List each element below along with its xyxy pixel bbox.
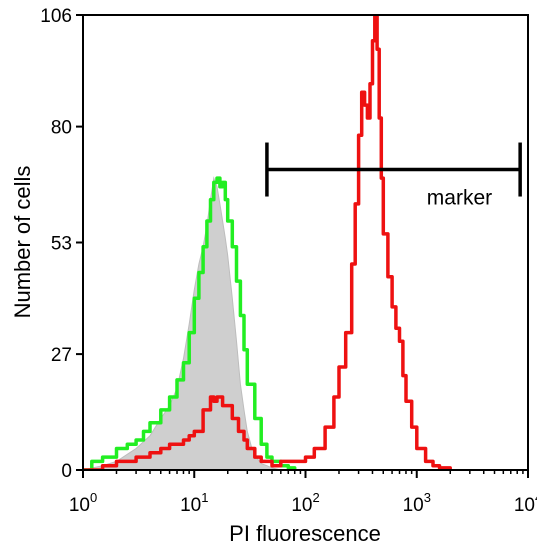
y-tick-label: 53 (51, 234, 72, 255)
range-marker: marker (265, 142, 522, 210)
y-tick-label: 106 (40, 6, 72, 27)
y-tick-label: 80 (51, 118, 72, 139)
x-axis-title: PI fluorescence (229, 521, 381, 546)
marker-label: marker (427, 187, 492, 210)
y-tick-label: 0 (61, 461, 72, 482)
x-tick-label: 101 (180, 490, 208, 516)
series-layer (83, 15, 452, 470)
series-gray-histogram (83, 176, 289, 470)
x-tick-label: 100 (69, 490, 97, 516)
y-axis: 0 27 53 80 106 (40, 6, 83, 482)
x-axis: 100 101 102 103 104 (69, 470, 537, 516)
plot-frame (82, 14, 529, 471)
series-green-histogram (83, 176, 297, 470)
x-tick-label: 103 (403, 490, 431, 516)
x-tick-label: 102 (291, 490, 319, 516)
y-tick-label: 27 (51, 345, 72, 366)
y-axis-title: Number of cells (10, 166, 35, 319)
x-tick-label: 104 (514, 490, 537, 516)
series-red-histogram (83, 15, 452, 470)
